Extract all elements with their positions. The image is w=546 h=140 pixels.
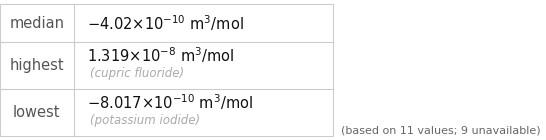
Text: (potassium iodide): (potassium iodide): [90, 114, 200, 127]
Text: highest: highest: [9, 58, 64, 73]
Text: $1.319{\times}10^{-8}$ m$^3$/mol: $1.319{\times}10^{-8}$ m$^3$/mol: [87, 45, 235, 65]
Text: lowest: lowest: [13, 105, 61, 120]
Text: (based on 11 values; 9 unavailable): (based on 11 values; 9 unavailable): [341, 126, 541, 136]
Text: $-4.02{\times}10^{-10}$ m$^3$/mol: $-4.02{\times}10^{-10}$ m$^3$/mol: [87, 13, 244, 33]
Text: (cupric fluoride): (cupric fluoride): [90, 67, 184, 80]
Text: median: median: [9, 16, 64, 31]
Text: $-8.017{\times}10^{-10}$ m$^3$/mol: $-8.017{\times}10^{-10}$ m$^3$/mol: [87, 92, 253, 112]
Bar: [0, 4, 333, 136]
